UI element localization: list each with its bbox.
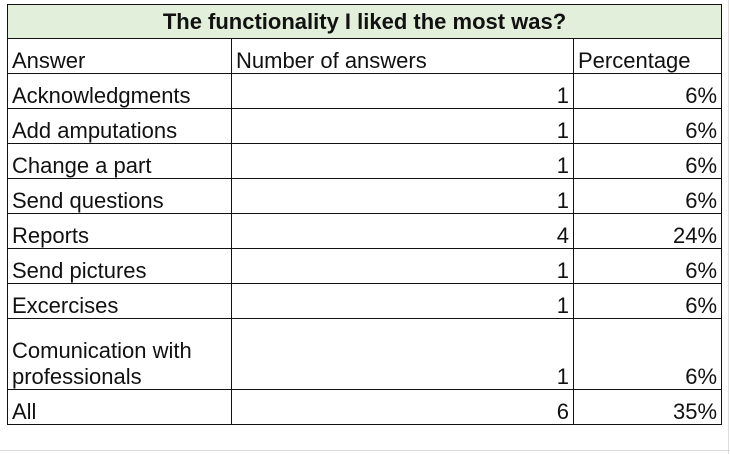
count-cell[interactable]: 1 (231, 178, 574, 214)
answer-cell[interactable]: All (7, 389, 232, 425)
percentage-cell[interactable]: 6% (572, 143, 723, 179)
percentage-cell[interactable]: 6% (572, 73, 723, 109)
answer-cell[interactable]: Change a part (7, 143, 232, 179)
percentage-cell[interactable]: 24% (572, 213, 723, 249)
count-cell[interactable]: 6 (231, 389, 574, 425)
survey-results-table: The functionality I liked the most was? … (6, 4, 723, 425)
percentage-cell[interactable]: 6% (572, 248, 723, 284)
answer-cell[interactable]: Reports (7, 213, 232, 249)
count-cell[interactable]: 4 (231, 213, 574, 249)
table-row: Excercises 1 6% (7, 283, 723, 319)
table-row: Add amputations 1 6% (7, 108, 723, 144)
table-row: Comunication with professionals 1 6% (7, 318, 723, 390)
count-cell[interactable]: 1 (231, 73, 574, 109)
table-row: All 6 35% (7, 389, 723, 425)
header-answer-cell[interactable]: Answer (7, 38, 232, 74)
percentage-cell[interactable]: 6% (572, 318, 723, 390)
header-row: Answer Number of answers Percentage (7, 38, 723, 74)
answer-cell[interactable]: Add amputations (7, 108, 232, 144)
percentage-cell[interactable]: 6% (572, 178, 723, 214)
answer-cell[interactable]: Acknowledgments (7, 73, 232, 109)
answer-cell[interactable]: Excercises (7, 283, 232, 319)
table-row: Reports 4 24% (7, 213, 723, 249)
answer-cell[interactable]: Send pictures (7, 248, 232, 284)
gridline (0, 450, 730, 451)
percentage-cell[interactable]: 35% (572, 389, 723, 425)
title-row: The functionality I liked the most was? (6, 4, 723, 39)
count-cell[interactable]: 1 (231, 143, 574, 179)
answer-cell[interactable]: Send questions (7, 178, 232, 214)
count-cell[interactable]: 1 (231, 248, 574, 284)
gridline (728, 0, 729, 454)
table-row: Acknowledgments 1 6% (7, 73, 723, 109)
answer-cell[interactable]: Comunication with professionals (7, 318, 232, 390)
table-row: Send questions 1 6% (7, 178, 723, 214)
header-percentage-cell[interactable]: Percentage (572, 38, 723, 74)
header-count-cell[interactable]: Number of answers (231, 38, 574, 74)
count-cell[interactable]: 1 (231, 283, 574, 319)
table-row: Change a part 1 6% (7, 143, 723, 179)
count-cell[interactable]: 1 (231, 318, 574, 390)
count-cell[interactable]: 1 (231, 108, 574, 144)
percentage-cell[interactable]: 6% (572, 283, 723, 319)
percentage-cell[interactable]: 6% (572, 108, 723, 144)
table-row: Send pictures 1 6% (7, 248, 723, 284)
table-title-cell[interactable]: The functionality I liked the most was? (6, 4, 723, 39)
